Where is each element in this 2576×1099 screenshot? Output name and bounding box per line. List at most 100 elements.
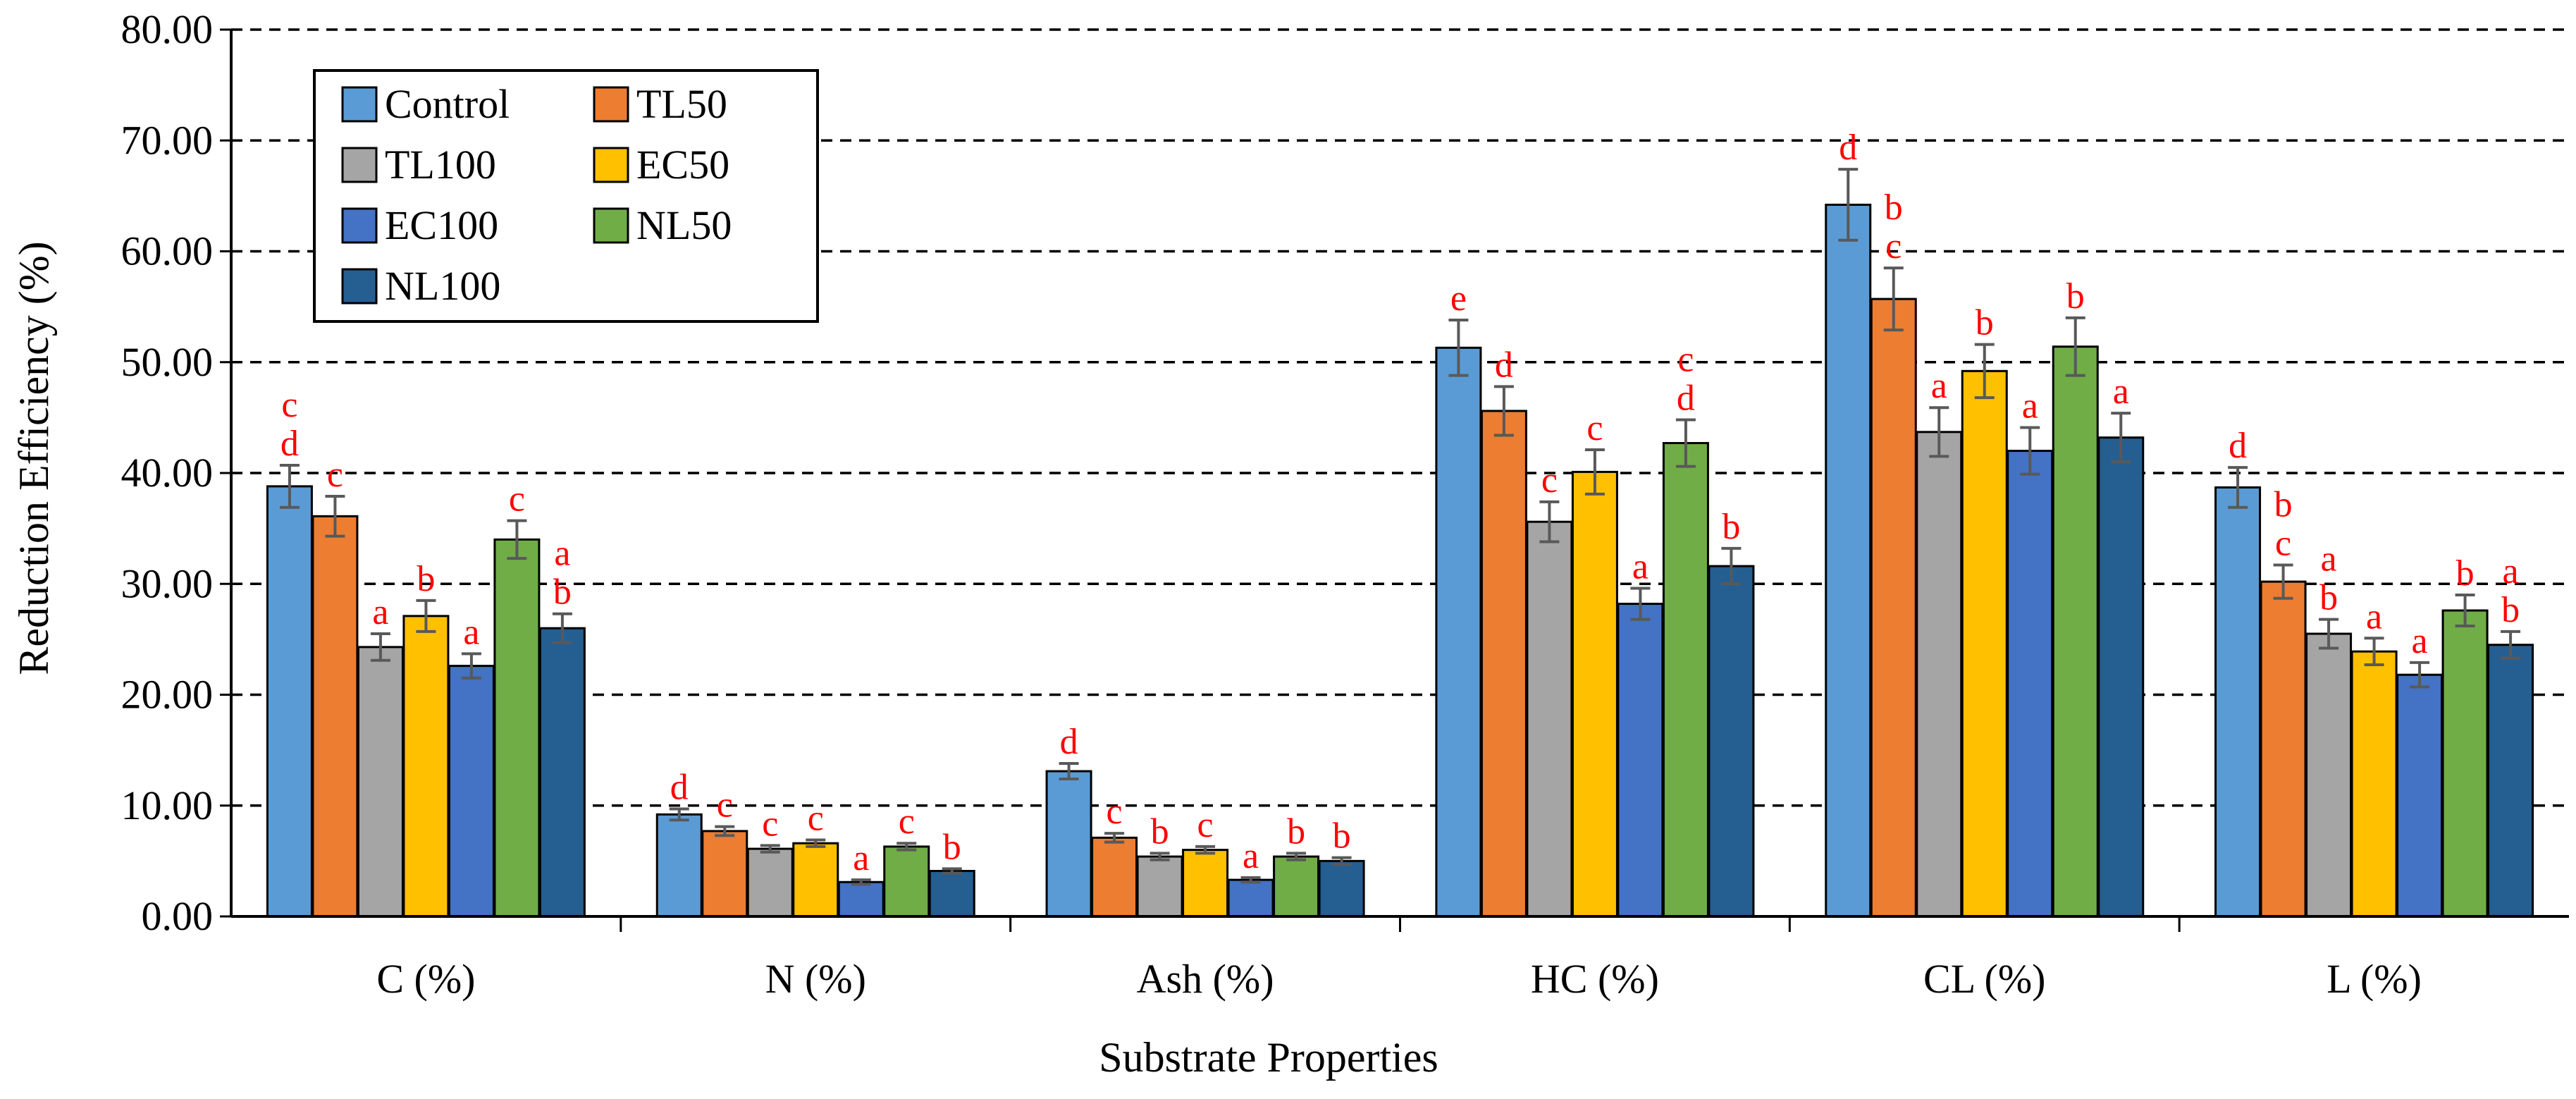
bar xyxy=(402,615,450,918)
bar xyxy=(2350,650,2398,918)
legend-swatch xyxy=(341,147,378,183)
legend-swatch xyxy=(341,268,378,305)
significance-letter: c xyxy=(717,785,733,825)
bar xyxy=(312,515,359,918)
significance-letter: d xyxy=(1677,379,1695,419)
x-category-labels: C (%) N (%) Ash (%) HC (%) CL (%) L (%) xyxy=(376,956,2422,1002)
bar xyxy=(538,627,586,918)
significance-letter: a xyxy=(2022,386,2038,426)
bar xyxy=(357,646,404,918)
bar xyxy=(792,842,839,918)
significance-letter: a xyxy=(2412,621,2428,661)
bar xyxy=(2396,673,2443,918)
significance-letter: a xyxy=(2113,372,2129,412)
bar xyxy=(2097,436,2145,918)
x-category-label: CL (%) xyxy=(1923,956,2045,1002)
significance-letter: a xyxy=(1243,836,1259,876)
significance-letter: c xyxy=(1677,340,1694,380)
significance-letter: a xyxy=(1931,366,1947,406)
significance-letter: b xyxy=(2274,485,2293,525)
legend-label: EC100 xyxy=(385,202,498,248)
bar xyxy=(1916,431,1963,918)
significance-letter: b xyxy=(1287,811,1305,852)
bar xyxy=(701,830,748,918)
significance-letter: c xyxy=(1885,226,1902,266)
bar xyxy=(1571,470,1618,918)
bar xyxy=(883,845,930,918)
bar xyxy=(1136,855,1183,918)
x-category-label: L (%) xyxy=(2327,956,2422,1002)
legend-label: NL100 xyxy=(385,263,500,309)
y-tick-label: 50.00 xyxy=(121,339,214,385)
bar xyxy=(1825,203,1872,918)
significance-letter: d xyxy=(2229,426,2247,466)
legend-box xyxy=(313,69,819,323)
y-tick-label: 0.00 xyxy=(142,893,214,939)
significance-letter: a xyxy=(2366,596,2382,637)
x-category-label: N (%) xyxy=(765,956,866,1002)
bar xyxy=(1182,849,1229,918)
bar xyxy=(493,538,541,918)
bar xyxy=(2052,345,2099,918)
significance-letter: b xyxy=(553,572,572,613)
bar xyxy=(1708,565,1755,918)
bar xyxy=(2487,644,2534,918)
significance-letter: b xyxy=(1885,188,1903,228)
bar xyxy=(1662,442,1709,918)
bar xyxy=(1045,770,1092,918)
bar xyxy=(837,880,885,918)
bar xyxy=(1526,520,1573,918)
y-tick-label: 40.00 xyxy=(121,450,214,496)
significance-letter: c xyxy=(762,804,778,844)
significance-letter: a xyxy=(554,534,570,574)
y-tick-label: 10.00 xyxy=(121,782,214,828)
significance-letter: b xyxy=(417,559,435,599)
bar xyxy=(655,813,703,918)
bar xyxy=(2260,580,2307,918)
bar xyxy=(266,485,313,918)
significance-letter: d xyxy=(281,424,299,464)
significance-letter: d xyxy=(1839,128,1857,168)
significance-letter: d xyxy=(1495,345,1513,385)
bar xyxy=(1961,369,2008,918)
significance-letter: c xyxy=(808,798,824,838)
legend-swatch xyxy=(593,86,629,123)
bar xyxy=(746,847,794,918)
error-bars xyxy=(279,168,2521,886)
y-tick-label: 20.00 xyxy=(121,672,214,718)
significance-letter: b xyxy=(1976,303,1994,343)
y-tick-label: 80.00 xyxy=(121,6,214,52)
bar xyxy=(1617,603,1664,918)
significance-letter: d xyxy=(670,767,689,807)
significance-letter: b xyxy=(1333,816,1351,857)
legend-label: NL50 xyxy=(636,202,732,248)
legend-swatch xyxy=(593,207,629,244)
y-tick-label: 70.00 xyxy=(121,117,214,163)
bar xyxy=(1091,836,1138,918)
bar xyxy=(1318,859,1365,918)
legend-swatch xyxy=(341,207,378,244)
significance-letter: b xyxy=(2066,276,2085,317)
significance-letter: c xyxy=(281,385,297,425)
significance-letter: a xyxy=(463,612,479,652)
significance-letter: c xyxy=(1586,408,1603,448)
significance-letter: a xyxy=(2503,551,2519,591)
bar xyxy=(2441,609,2489,918)
significance-letter: a xyxy=(372,592,388,632)
significance-letter: b xyxy=(1151,811,1169,852)
significance-letter: a xyxy=(1632,547,1648,587)
significance-letter: c xyxy=(327,455,343,495)
significance-letter: e xyxy=(1450,278,1467,319)
bar xyxy=(2305,632,2353,918)
y-tick-label: 30.00 xyxy=(121,560,214,606)
axes xyxy=(220,28,2569,932)
significance-letter: c xyxy=(1541,460,1558,501)
bar xyxy=(1227,878,1274,918)
bar xyxy=(928,870,975,918)
significance-letter: c xyxy=(2275,524,2291,564)
x-category-label: HC (%) xyxy=(1531,956,1659,1002)
significance-letter: c xyxy=(899,802,915,842)
significance-letter: b xyxy=(2501,590,2520,630)
bar xyxy=(1435,346,1482,918)
significance-letter: a xyxy=(2321,539,2337,579)
